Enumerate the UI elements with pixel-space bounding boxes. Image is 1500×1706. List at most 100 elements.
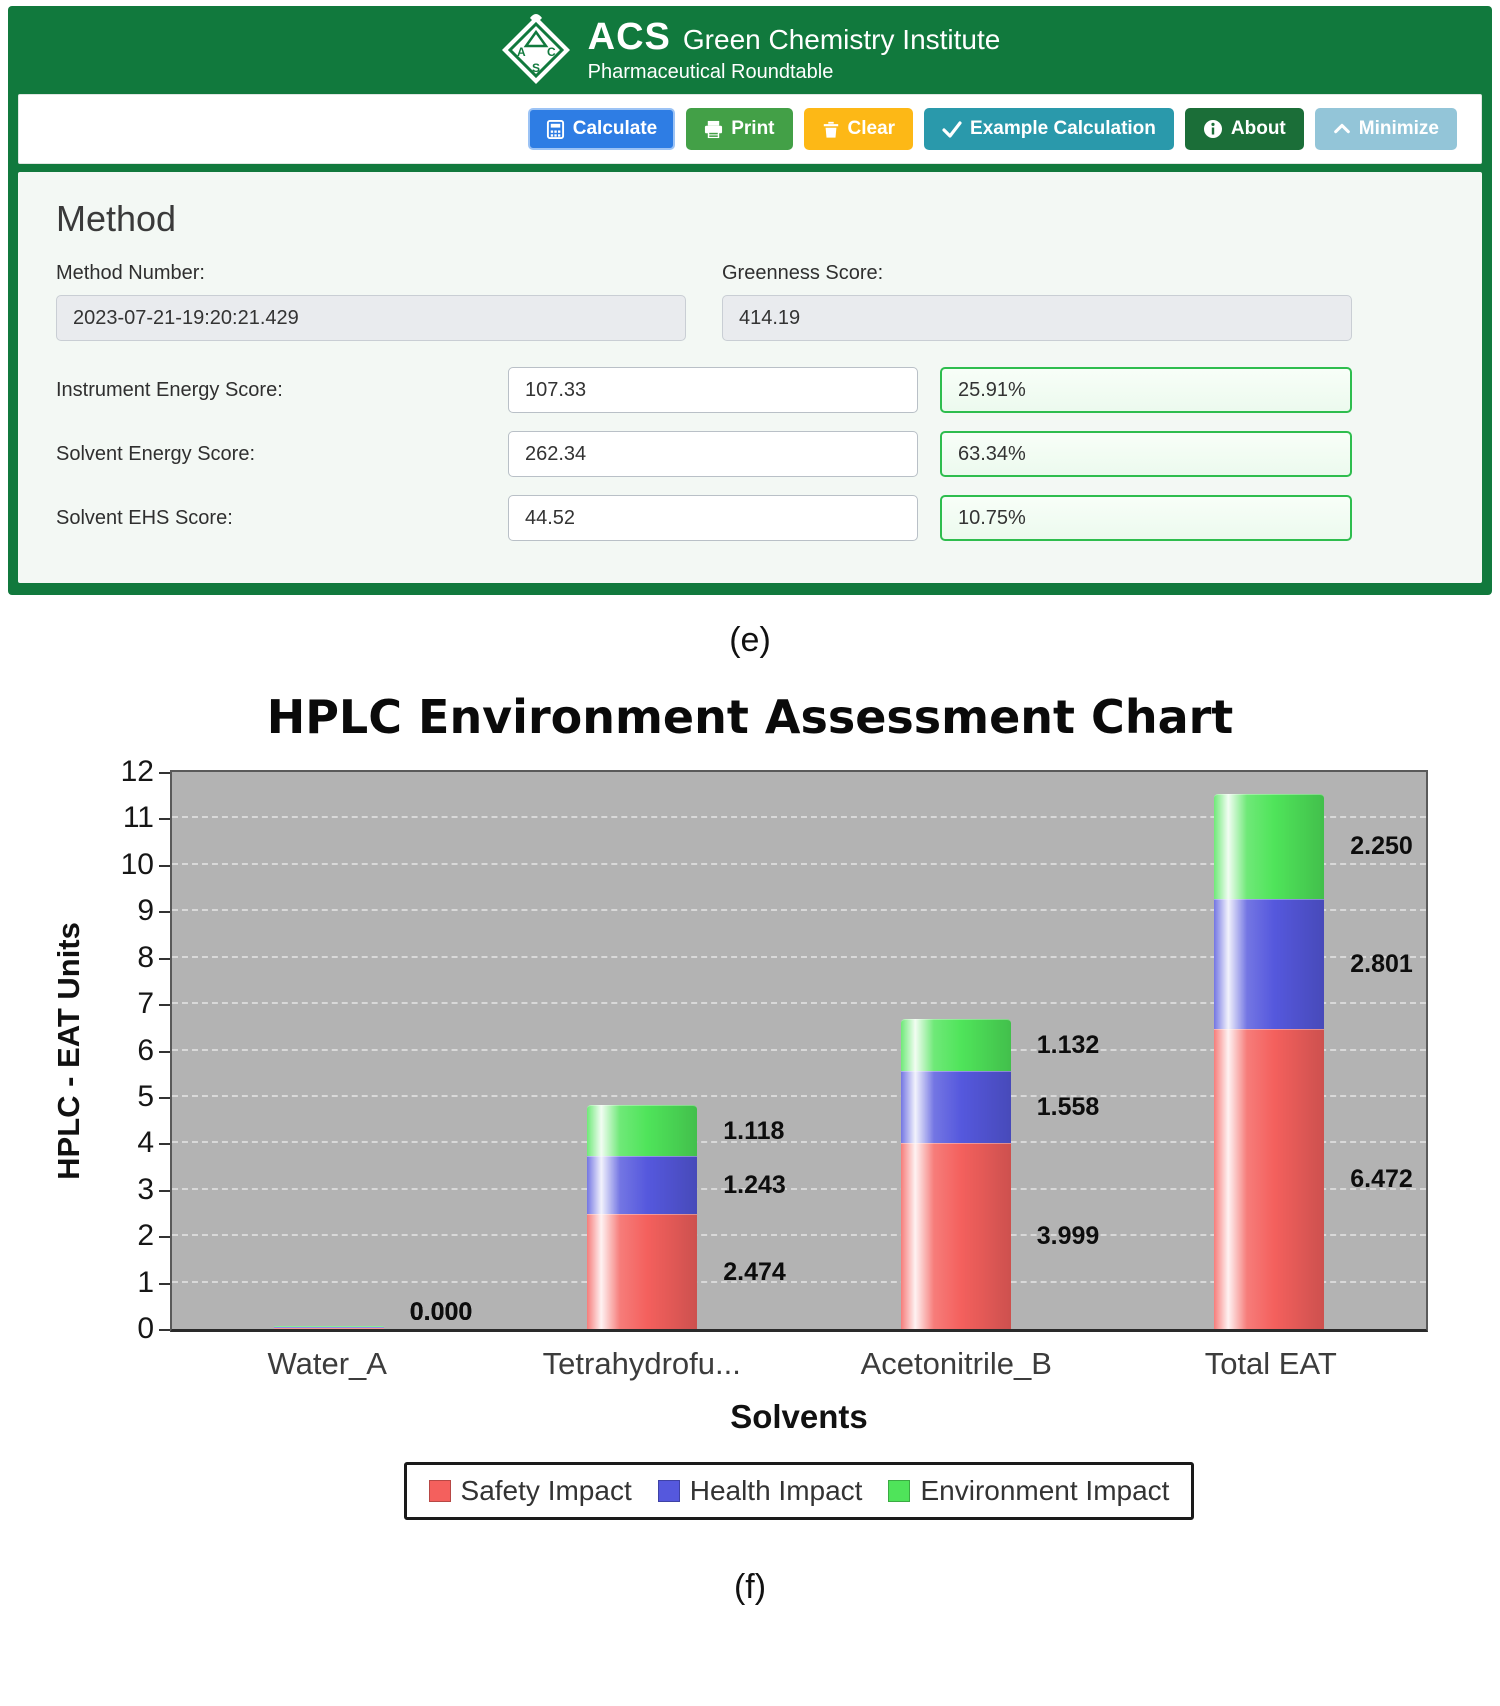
toolbar: Calculate Print Clear Example Calculatio… <box>18 94 1482 164</box>
y-tick-mark <box>159 1236 170 1239</box>
method-section-title: Method <box>56 198 177 239</box>
bar-segment <box>900 1071 1011 1144</box>
instrument-energy-score-input[interactable]: 107.33 <box>508 367 918 413</box>
figure-label-e: (e) <box>729 621 771 659</box>
y-tick-mark <box>159 1143 170 1146</box>
x-category-label: Acetonitrile_B <box>860 1346 1052 1381</box>
y-tick-label: 5 <box>137 1079 154 1113</box>
calculate-label: Calculate <box>572 118 658 139</box>
bar-segment <box>1214 1028 1325 1329</box>
clear-label: Clear <box>847 118 896 139</box>
legend-swatch <box>428 1480 451 1502</box>
calculator-icon <box>546 119 565 139</box>
y-axis-title: HPLC - EAT Units <box>51 922 86 1180</box>
about-button[interactable]: About <box>1184 108 1304 150</box>
chart-title: HPLC Environment Assessment Chart <box>266 690 1234 744</box>
solvent-energy-score-input[interactable]: 262.34 <box>508 431 918 477</box>
acs-app-window: A C S ACS Green Chemistry Institute Phar… <box>8 6 1492 595</box>
bar-segment <box>1214 898 1325 1029</box>
legend-label: Health Impact <box>689 1475 863 1506</box>
bar-value-label: 2.474 <box>723 1257 786 1286</box>
greenness-score-field: 414.19 <box>722 295 1352 341</box>
y-tick-label: 6 <box>137 1033 154 1067</box>
x-category-label: Water_A <box>267 1346 387 1381</box>
bar-segment <box>587 1104 698 1157</box>
app-header: A C S ACS Green Chemistry Institute Phar… <box>18 6 1482 94</box>
y-tick-label: 1 <box>137 1265 154 1299</box>
print-button[interactable]: Print <box>686 108 793 150</box>
gridline <box>172 1002 1426 1005</box>
gridline <box>172 1048 1426 1051</box>
bar-value-label: 1.558 <box>1036 1093 1100 1122</box>
gridline <box>172 862 1426 865</box>
y-tick-label: 7 <box>137 987 154 1021</box>
solvent-ehs-score-percent: 10.75% <box>940 495 1352 541</box>
legend-item: Environment Impact <box>888 1475 1169 1507</box>
y-tick-label: 8 <box>137 940 154 974</box>
brand-title: Green Chemistry Institute <box>682 24 1001 55</box>
chart-legend: Safety Impact Health Impact Environment Im… <box>403 1462 1195 1520</box>
y-tick-label: 2 <box>137 1219 154 1253</box>
y-tick-label: 11 <box>122 801 154 835</box>
bar-segment <box>273 1326 384 1327</box>
bar-value-label: 2.250 <box>1350 832 1413 861</box>
bar-segment <box>587 1156 698 1215</box>
acs-logo-icon: A C S <box>500 10 572 91</box>
bar-value-label: 1.243 <box>723 1171 786 1200</box>
calculate-button[interactable]: Calculate <box>527 108 676 150</box>
gridline <box>172 1234 1426 1237</box>
gridline <box>172 909 1426 912</box>
bar-value-label: 0.000 <box>409 1298 473 1326</box>
bar-segment <box>900 1143 1011 1329</box>
method-number-field: 2023-07-21-19:20:21.429 <box>56 295 686 341</box>
minimize-button[interactable]: Minimize <box>1314 108 1457 150</box>
brand-subtitle: Pharmaceutical Roundtable <box>587 61 834 83</box>
y-tick-label: 0 <box>137 1312 154 1345</box>
x-category-labels: Water_A Tetrahydrofu... Acetonitrile_B Tota… <box>170 1346 1428 1382</box>
svg-text:C: C <box>547 45 556 59</box>
bar-stack <box>273 1326 384 1329</box>
print-label: Print <box>731 118 775 139</box>
trash-icon <box>822 120 840 139</box>
bar-stack <box>587 1104 698 1329</box>
gridline <box>172 816 1426 819</box>
y-tick-mark <box>159 1004 170 1007</box>
x-category-label: Tetrahydrofu... <box>542 1346 741 1381</box>
figure-label-f: (f) <box>733 1568 767 1606</box>
instrument-energy-score-label: Instrument Energy Score: <box>56 378 283 401</box>
example-calculation-button[interactable]: Example Calculation <box>924 108 1174 150</box>
bar-value-label: 3.999 <box>1036 1222 1100 1251</box>
chevron-up-icon <box>1333 120 1351 138</box>
clear-button[interactable]: Clear <box>803 108 914 150</box>
y-tick-label: 10 <box>120 847 154 881</box>
solvent-ehs-score-label: Solvent EHS Score: <box>56 506 233 529</box>
brand-acs: ACS <box>587 16 671 58</box>
y-tick-label: 12 <box>120 755 154 788</box>
solvent-energy-score-percent: 63.34% <box>940 431 1352 477</box>
y-tick-mark <box>159 1282 170 1285</box>
solvent-ehs-score-input[interactable]: 44.52 <box>508 495 918 541</box>
method-panel: Method Method Number: 2023-07-21-19:20:2… <box>18 172 1482 583</box>
y-axis: 0 1 2 3 4 5 6 7 8 9 10 11 12 <box>98 755 170 1345</box>
bar-value-label: 0.000 <box>409 1298 473 1326</box>
y-tick-mark <box>159 1329 170 1331</box>
gridline <box>172 955 1426 958</box>
y-tick-mark <box>159 818 170 821</box>
y-tick-label: 4 <box>137 1126 154 1160</box>
x-category-label: Total EAT <box>1204 1346 1337 1381</box>
y-tick-mark <box>159 1189 170 1192</box>
bar-segment <box>273 1328 384 1329</box>
bar-stack <box>900 1018 1011 1329</box>
y-tick-mark <box>159 864 170 867</box>
legend-swatch <box>657 1480 680 1502</box>
y-tick-mark <box>159 957 170 960</box>
bar-segment <box>587 1214 698 1329</box>
legend-item: Health Impact <box>657 1475 863 1507</box>
bar-value-label: 2.801 <box>1350 949 1413 978</box>
info-icon <box>1203 119 1223 139</box>
solvent-energy-score-label: Solvent Energy Score: <box>56 442 255 465</box>
y-tick-mark <box>159 1050 170 1053</box>
gridline <box>172 1280 1426 1283</box>
y-tick-mark <box>159 911 170 914</box>
bar-segment <box>900 1018 1011 1072</box>
